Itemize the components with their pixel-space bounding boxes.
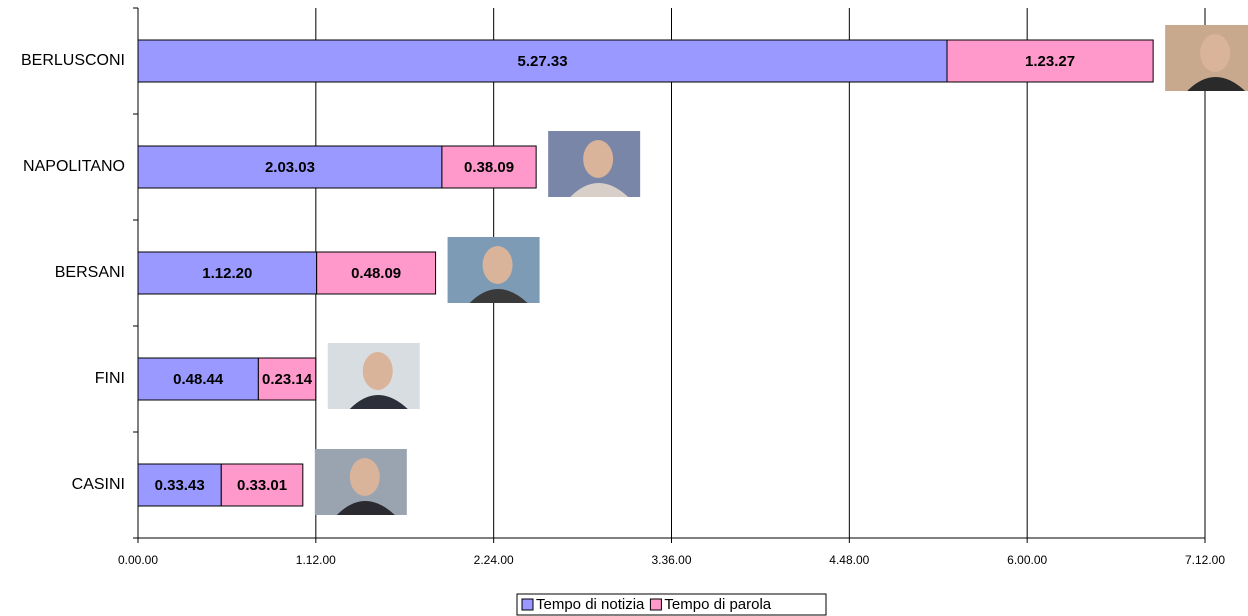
- x-tick-label: 6.00.00: [1007, 553, 1047, 567]
- value-label: 0.33.01: [237, 477, 287, 494]
- value-label: 1.23.27: [1025, 53, 1075, 70]
- x-tick-label: 4.48.00: [829, 553, 869, 567]
- portrait-photo: [314, 449, 407, 515]
- photo-head: [349, 458, 380, 496]
- legend-swatch: [649, 598, 662, 611]
- category-label: CASINI: [72, 476, 125, 493]
- portrait-photo: [447, 237, 540, 303]
- portrait-photo: [548, 131, 641, 197]
- bar-segment: [137, 357, 259, 401]
- legend-box: [516, 593, 827, 616]
- photo-body: [570, 183, 629, 197]
- bar-segment: [316, 251, 437, 295]
- bar-segment: [257, 357, 317, 401]
- value-label: 0.48.09: [351, 265, 401, 282]
- value-label: 1.12.20: [202, 265, 252, 282]
- value-label: 2.03.03: [265, 159, 315, 176]
- value-label: 0.48.44: [173, 371, 224, 388]
- photo-head: [583, 140, 614, 178]
- bar-segment: [441, 145, 537, 189]
- category-label: BERLUSCONI: [21, 52, 125, 69]
- category-label: BERSANI: [55, 264, 125, 281]
- portrait-photo: [327, 343, 420, 409]
- photo-head: [482, 246, 513, 284]
- x-tick-label: 7.12.00: [1185, 553, 1225, 567]
- bar-segment: [137, 251, 318, 295]
- legend: Tempo di notizia Tempo di parola: [516, 593, 827, 616]
- photo-head: [1200, 34, 1231, 72]
- x-tick-label: 1.12.00: [296, 553, 336, 567]
- category-label: FINI: [95, 370, 125, 387]
- photo-body: [336, 501, 395, 515]
- category-label: NAPOLITANO: [23, 158, 125, 175]
- value-label: 0.23.14: [262, 371, 313, 388]
- value-label: 0.38.09: [464, 159, 514, 176]
- legend-label: Tempo di parola: [664, 596, 771, 613]
- legend-swatch: [521, 598, 534, 611]
- photo-head: [362, 352, 393, 390]
- bar-segment: [946, 39, 1154, 83]
- bar-segment: [137, 463, 222, 507]
- bar-segment: [220, 463, 304, 507]
- photo-body: [469, 289, 528, 303]
- photo-body: [349, 395, 408, 409]
- bar-segment: [137, 145, 443, 189]
- legend-label: Tempo di notizia: [536, 596, 645, 613]
- x-tick-label: 2.24.00: [474, 553, 514, 567]
- x-tick-label: 0.00.00: [118, 553, 158, 567]
- photo-body: [1187, 77, 1246, 91]
- value-label: 5.27.33: [517, 53, 567, 70]
- portrait-photo: [1165, 25, 1248, 91]
- value-label: 0.33.43: [155, 477, 205, 494]
- x-tick-label: 3.36.00: [651, 553, 691, 567]
- bar-segment: [137, 39, 948, 83]
